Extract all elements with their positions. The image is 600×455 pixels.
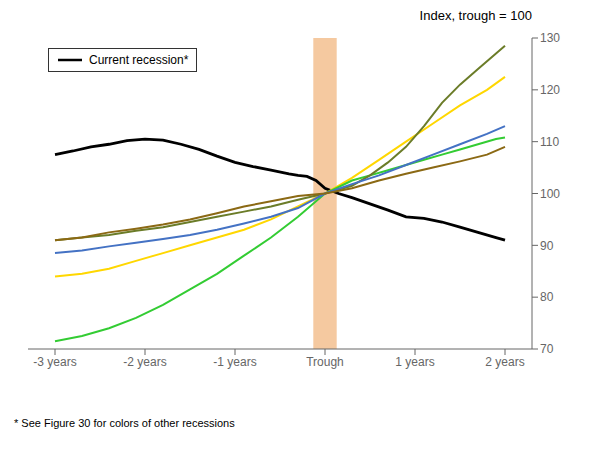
svg-text:Trough: Trough	[306, 355, 344, 369]
svg-text:1 years: 1 years	[395, 355, 434, 369]
html-text:Index, trough = 100: Index, trough = 100	[419, 8, 532, 23]
svg-text:-3 years: -3 years	[33, 355, 76, 369]
svg-text:100: 100	[540, 187, 560, 201]
svg-text:70: 70	[540, 342, 554, 356]
svg-text:-1 years: -1 years	[213, 355, 256, 369]
html-text:Current recession*: Current recession*	[89, 53, 189, 67]
svg-text:2 years: 2 years	[485, 355, 524, 369]
svg-text:80: 80	[540, 290, 554, 304]
svg-text:-2 years: -2 years	[123, 355, 166, 369]
svg-text:90: 90	[540, 239, 554, 253]
svg-text:110: 110	[540, 135, 559, 149]
html-text:* See Figure 30 for colors of: * See Figure 30 for colors of other rece…	[14, 417, 235, 429]
svg-text:120: 120	[540, 83, 560, 97]
svg-text:130: 130	[540, 31, 560, 45]
